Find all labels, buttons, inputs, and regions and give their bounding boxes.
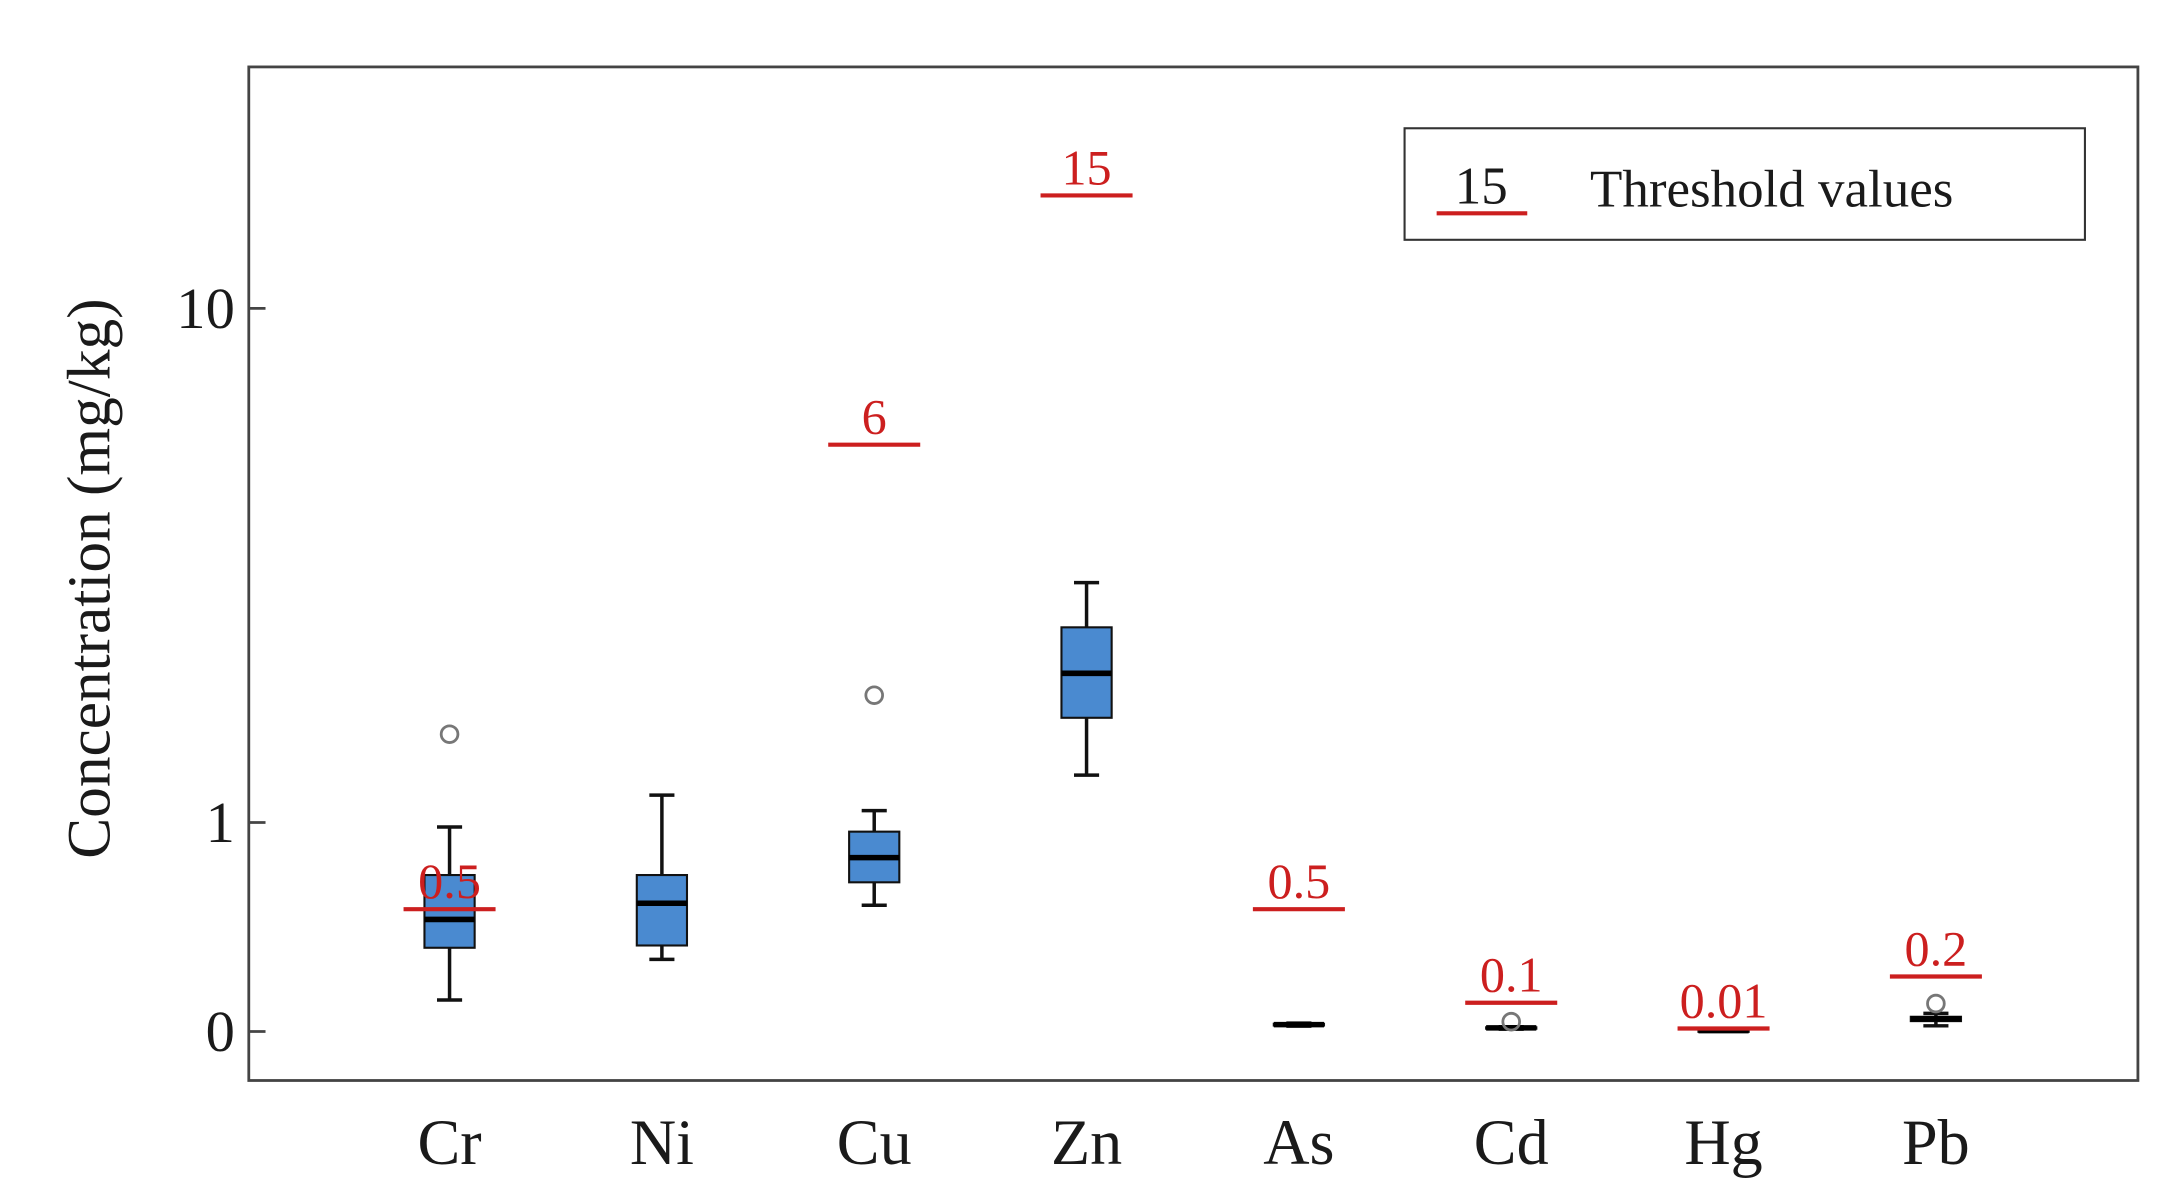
x-tick-label: Ni — [630, 1107, 694, 1178]
threshold-label: 0.5 — [1268, 853, 1331, 909]
threshold-label: 0.01 — [1680, 972, 1768, 1028]
outlier — [1501, 1011, 1521, 1032]
threshold-label: 0.2 — [1905, 920, 1968, 976]
outlier — [439, 724, 460, 744]
legend-box — [1403, 127, 2086, 241]
outlier — [864, 685, 884, 705]
x-tick-label: Pb — [1902, 1107, 1970, 1178]
x-tick-label: As — [1263, 1107, 1334, 1178]
outlier — [1926, 993, 1946, 1014]
box — [635, 873, 689, 947]
threshold-label: 6 — [862, 389, 887, 445]
x-tick-label: Cu — [837, 1107, 912, 1178]
threshold-label: 0.1 — [1480, 947, 1543, 1003]
legend-sample: 15 — [1455, 158, 1508, 216]
x-tick-label: Zn — [1051, 1107, 1122, 1178]
x-tick-label: Cd — [1474, 1107, 1549, 1178]
x-tick-label: Cr — [417, 1107, 481, 1178]
threshold-label: 0.5 — [418, 853, 481, 909]
y-tick-label: 10 — [176, 276, 235, 341]
y-axis-title: Concentration (mg/kg) — [55, 298, 123, 858]
legend-label: Threshold values — [1590, 160, 1953, 218]
plot-frame — [247, 65, 2140, 1082]
x-tick-label: Hg — [1684, 1107, 1762, 1178]
threshold-label: 15 — [1061, 139, 1111, 195]
y-tick-label: 1 — [206, 790, 235, 855]
y-tick-label: 0 — [206, 999, 235, 1064]
box — [423, 873, 476, 949]
